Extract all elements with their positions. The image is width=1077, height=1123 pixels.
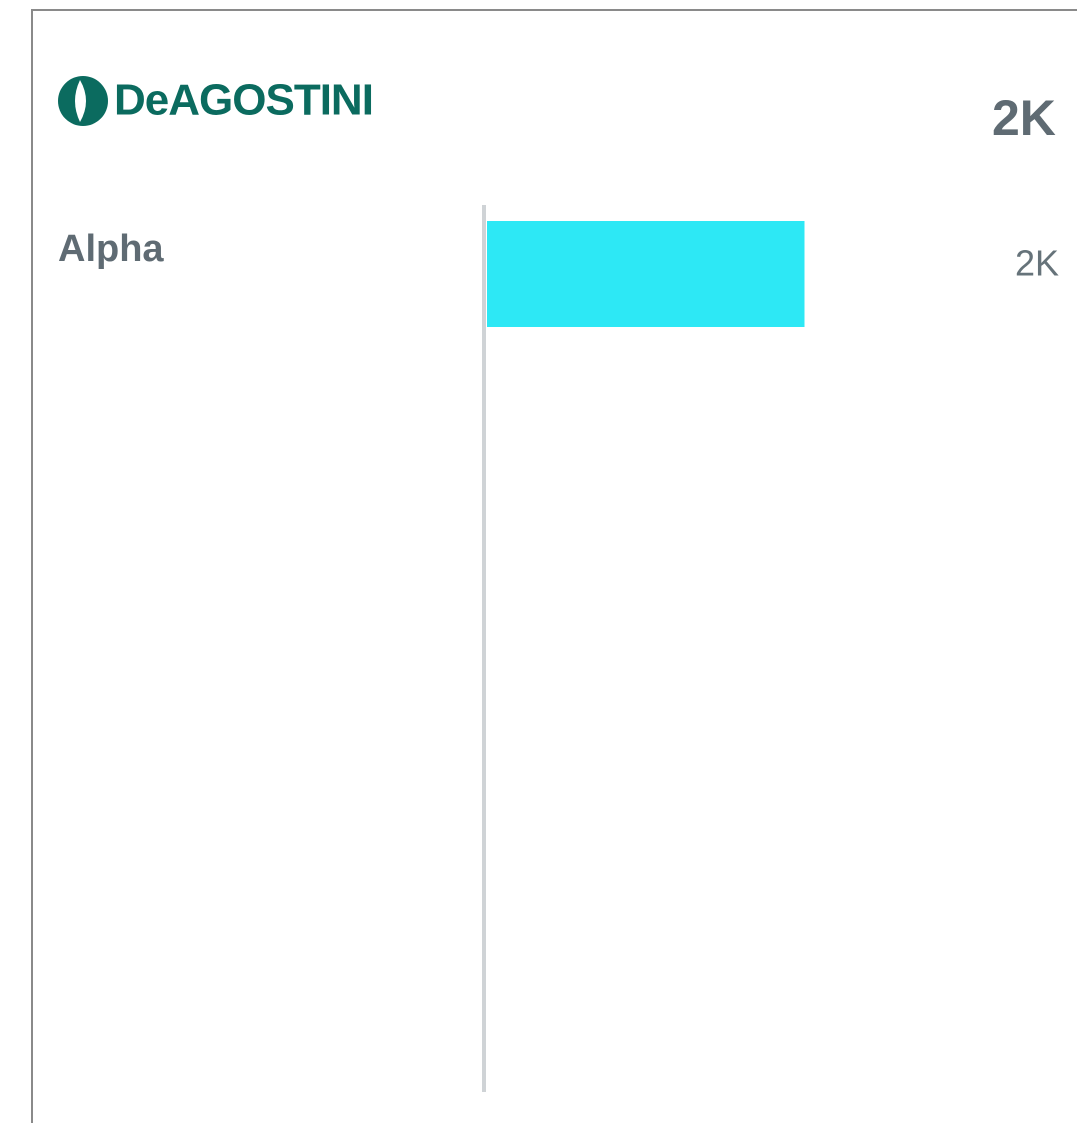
category-label: Alpha — [58, 228, 164, 270]
total-value: 2K — [992, 90, 1056, 146]
bar — [487, 221, 805, 327]
logo-text: DeAGOSTINI — [114, 76, 373, 125]
logo-icon — [58, 76, 108, 126]
value-label: 2K — [1015, 243, 1059, 284]
widget-frame — [31, 9, 1077, 1123]
